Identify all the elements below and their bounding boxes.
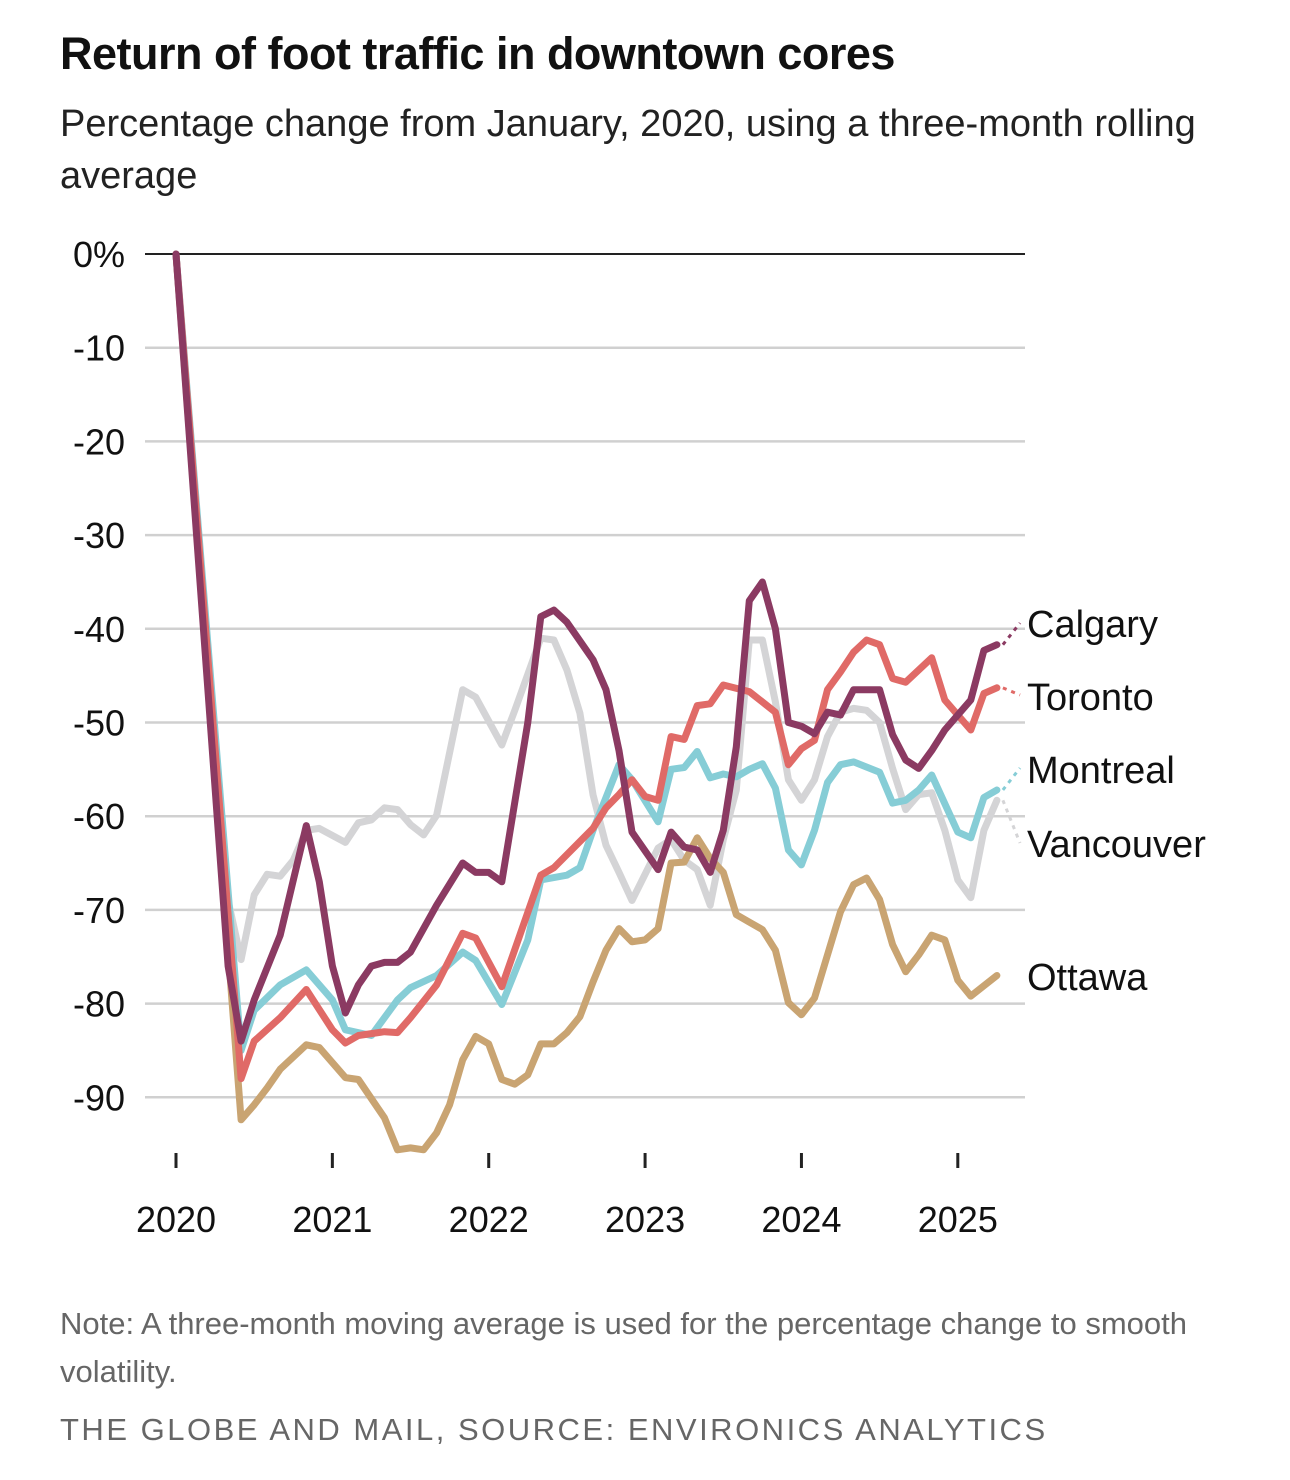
label-leader-montreal <box>1001 767 1022 791</box>
y-tick-label: -40 <box>73 609 125 650</box>
chart-note: Note: A three-month moving average is us… <box>60 1306 1188 1389</box>
series-lines <box>172 250 1022 1154</box>
label-toronto: Toronto <box>1027 677 1154 719</box>
x-tick-label: 2020 <box>136 1199 216 1240</box>
x-tick-label: 2023 <box>605 1199 685 1240</box>
series-line-ottawa <box>172 250 1001 1154</box>
y-tick-label: -30 <box>73 515 125 556</box>
x-tick-label: 2025 <box>918 1199 998 1240</box>
x-tick-label: 2024 <box>761 1199 841 1240</box>
x-tick-label: 2022 <box>449 1199 529 1240</box>
chart-subtitle: Percentage change from January, 2020, us… <box>60 103 1196 197</box>
series-labels: Calgary Toronto Montreal Vancouver Ottaw… <box>1027 604 1206 999</box>
y-tick-label: -90 <box>73 1077 125 1118</box>
series-line-calgary <box>172 250 1001 1045</box>
label-montreal: Montreal <box>1027 750 1175 792</box>
series-line-vancouver <box>172 250 1001 964</box>
label-calgary: Calgary <box>1027 604 1158 646</box>
x-axis-ticks: 2020 2021 2022 2023 2024 2025 <box>136 1153 998 1240</box>
label-ottawa: Ottawa <box>1027 957 1148 999</box>
series-line-toronto <box>172 250 1001 1083</box>
x-tick-label: 2021 <box>292 1199 372 1240</box>
y-tick-label: -80 <box>73 984 125 1025</box>
y-tick-label: -20 <box>73 421 125 462</box>
y-tick-label: -70 <box>73 890 125 931</box>
y-tick-label: 0% <box>73 234 125 275</box>
y-tick-label: -60 <box>73 796 125 837</box>
label-leader-toronto <box>1002 686 1021 697</box>
chart-title: Return of foot traffic in downtown cores <box>60 28 895 79</box>
label-leader-calgary <box>1001 622 1022 646</box>
y-axis-ticks: 0% -10 -20 -30 -40 -50 -60 -70 -80 -90 <box>73 234 125 1118</box>
y-tick-label: -50 <box>73 703 125 744</box>
series-line-montreal <box>172 250 1001 1054</box>
label-leader-vancouver <box>1001 799 1022 844</box>
chart-source: THE GLOBE AND MAIL, SOURCE: ENVIRONICS A… <box>60 1412 1048 1447</box>
y-tick-label: -10 <box>73 328 125 369</box>
label-vancouver: Vancouver <box>1027 824 1206 866</box>
line-chart: 0%-10-20-30-40-50-60-70-80-90 2020 2021 20… <box>73 234 1206 1240</box>
